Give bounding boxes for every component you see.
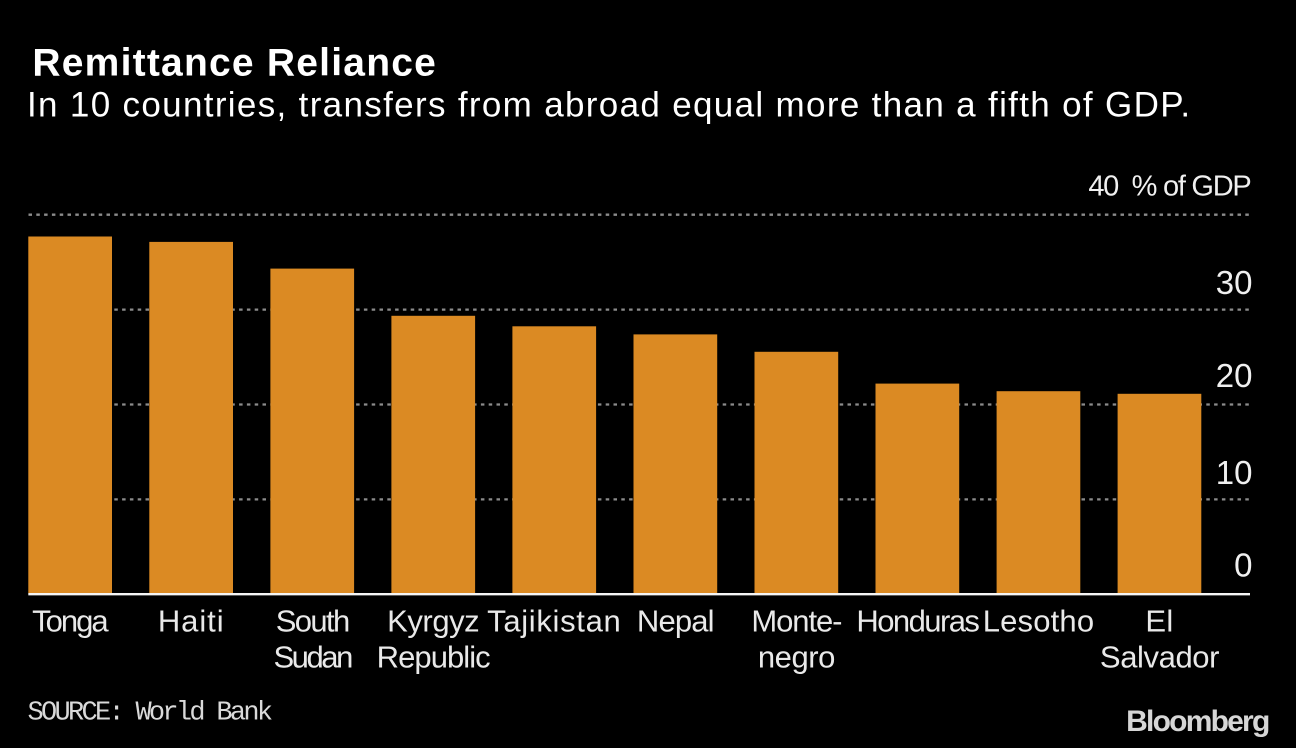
svg-text:In 10 countries, transfers fro: In 10 countries, transfers from abroad e… (27, 86, 1191, 125)
svg-text:Bloomberg: Bloomberg (1126, 705, 1269, 738)
svg-text:Kyrgyz: Kyrgyz (387, 604, 479, 639)
svg-text:30: 30 (1216, 264, 1253, 301)
svg-text:negro: negro (758, 640, 835, 675)
svg-text:South: South (276, 604, 349, 639)
svg-text:40 % of GDP: 40 % of GDP (1088, 171, 1250, 203)
svg-text:Tajikistan: Tajikistan (487, 604, 621, 639)
svg-text:Remittance Reliance: Remittance Reliance (32, 42, 437, 85)
svg-text:Salvador: Salvador (1100, 640, 1219, 675)
svg-text:Haiti: Haiti (158, 604, 225, 639)
svg-text:El: El (1145, 604, 1173, 639)
svg-text:Honduras: Honduras (856, 604, 979, 639)
svg-text:0: 0 (1234, 546, 1252, 583)
svg-text:10: 10 (1216, 454, 1253, 491)
svg-text:SOURCE: World Bank: SOURCE: World Bank (28, 699, 272, 729)
svg-text:Lesotho: Lesotho (983, 604, 1095, 639)
svg-text:Republic: Republic (377, 640, 491, 675)
svg-text:Monte-: Monte- (751, 604, 841, 639)
svg-text:20: 20 (1216, 357, 1253, 394)
svg-text:Sudan: Sudan (273, 640, 352, 675)
svg-text:Tonga: Tonga (32, 604, 109, 639)
svg-text:Nepal: Nepal (637, 604, 714, 639)
